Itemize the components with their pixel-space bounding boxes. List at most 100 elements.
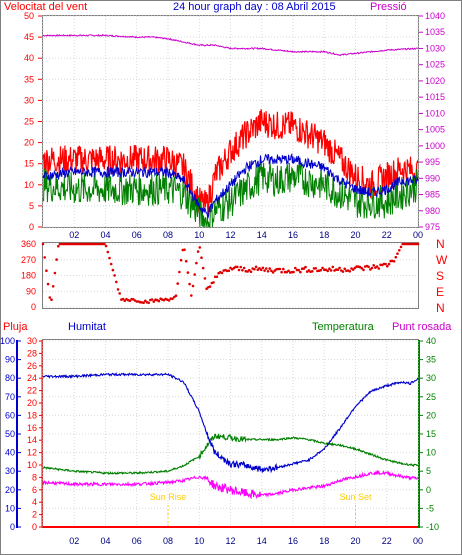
temperature-tick-label: -5 xyxy=(426,503,434,513)
compass-label: W xyxy=(436,253,448,267)
direction-point xyxy=(254,265,258,269)
wind-tick-label: 45 xyxy=(24,32,34,42)
direction-point xyxy=(179,258,183,262)
direction-point xyxy=(237,268,241,272)
x-tick-label: 02 xyxy=(69,230,79,240)
direction-point xyxy=(190,294,193,297)
wind-x-tick-labels: 02 04 06 08 10 12 14 16 18 20 22 00 xyxy=(69,230,423,240)
direction-point xyxy=(201,266,205,270)
direction-tick-label: 270 xyxy=(21,255,36,265)
pressure-tick-label: 1000 xyxy=(425,141,445,151)
x-tick-label: 22 xyxy=(382,230,392,240)
direction-point xyxy=(121,297,125,301)
rain-tick-label: 4 xyxy=(32,497,37,507)
wind-tick-label: 10 xyxy=(24,180,34,190)
direction-point xyxy=(326,269,330,273)
direction-point xyxy=(150,298,154,301)
direction-point xyxy=(142,301,145,305)
direction-point xyxy=(51,285,55,288)
rain-tick-label: 10 xyxy=(27,460,37,470)
direction-point xyxy=(297,268,301,272)
direction-point xyxy=(50,298,53,302)
direction-point xyxy=(116,288,120,291)
direction-tick-label: 0 xyxy=(31,302,36,312)
direction-point xyxy=(304,265,307,269)
x-tick-label: 10 xyxy=(194,230,204,240)
pressure-tick-label: 990 xyxy=(425,173,440,183)
wind-speed-line xyxy=(42,160,419,228)
pressure-line xyxy=(42,33,419,57)
direction-point xyxy=(45,269,48,273)
humidity-tick-label: 60 xyxy=(5,410,15,420)
direction-tick-label: 90 xyxy=(26,286,36,296)
direction-point xyxy=(215,275,219,279)
x-tick-label: 22 xyxy=(382,536,392,546)
dew-point-axis-label: Punt rosada xyxy=(392,321,452,333)
x-tick-label: 16 xyxy=(288,536,298,546)
pressure-tick-label: 980 xyxy=(425,206,440,216)
pressure-tick-labels: 975 980 985 990 995 1000 1005 1010 1015 1020 1025 1… xyxy=(425,11,445,232)
direction-point xyxy=(152,300,156,303)
pressure-tick-label: 995 xyxy=(425,157,440,167)
wind-pressure-series xyxy=(42,33,419,228)
direction-point xyxy=(208,285,212,288)
pressure-tick-label: 1010 xyxy=(425,108,445,118)
rain-tick-label: 28 xyxy=(27,348,37,358)
rain-tick-label: 22 xyxy=(27,386,37,396)
direction-point xyxy=(115,280,118,284)
direction-point xyxy=(188,282,191,286)
temperature-tick-label: -10 xyxy=(426,522,439,532)
direction-point xyxy=(253,267,256,271)
temperature-tick-label: 20 xyxy=(426,410,436,420)
direction-point xyxy=(348,270,352,273)
direction-point xyxy=(212,281,215,284)
direction-point xyxy=(343,267,347,271)
x-tick-label: 04 xyxy=(100,536,110,546)
direction-point xyxy=(329,269,333,272)
rain-axis-label: Pluja xyxy=(3,321,28,333)
rain-tick-label: 8 xyxy=(32,472,37,482)
direction-point xyxy=(111,268,115,272)
x-tick-label: 14 xyxy=(257,536,267,546)
direction-point xyxy=(184,259,188,263)
wind-axis-label: Velocitat del vent xyxy=(4,1,87,13)
direction-point xyxy=(387,262,391,266)
direction-point xyxy=(118,292,121,295)
rht-gridlines xyxy=(17,340,423,528)
direction-point xyxy=(268,267,272,270)
direction-point xyxy=(123,299,127,303)
wind-tick-label: 40 xyxy=(24,53,34,63)
direction-point xyxy=(351,268,355,271)
direction-point xyxy=(302,267,306,270)
wind-pressure-gridlines xyxy=(38,15,423,228)
x-tick-label: 16 xyxy=(288,230,298,240)
direction-point xyxy=(171,297,174,301)
direction-point xyxy=(104,244,108,248)
direction-point xyxy=(282,267,285,271)
compass-label: E xyxy=(436,285,444,299)
x-tick-label: 12 xyxy=(225,230,235,240)
direction-plot-area xyxy=(42,242,419,309)
direction-point xyxy=(178,270,181,274)
pressure-tick-label: 1040 xyxy=(425,11,445,21)
rain-tick-label: 18 xyxy=(27,410,37,420)
rain-tick-label: 30 xyxy=(27,336,37,346)
compass-label: N xyxy=(436,237,445,251)
direction-point xyxy=(396,252,399,255)
wind-tick-label: 35 xyxy=(24,74,34,84)
direction-point xyxy=(375,265,379,268)
dew-point-line xyxy=(42,469,419,500)
direction-point xyxy=(128,299,132,303)
temperature-tick-label: 35 xyxy=(426,355,436,365)
direction-point xyxy=(236,265,239,269)
x-tick-label: 06 xyxy=(132,230,142,240)
direction-point xyxy=(43,256,46,259)
direction-point xyxy=(103,242,106,246)
temperature-tick-label: 5 xyxy=(426,466,431,476)
pressure-axis-label: Pressió xyxy=(370,1,407,13)
direction-point xyxy=(377,267,381,270)
sun-annotation-label: Sun Rise xyxy=(150,492,187,502)
direction-point xyxy=(109,262,113,266)
direction-point xyxy=(278,267,282,271)
